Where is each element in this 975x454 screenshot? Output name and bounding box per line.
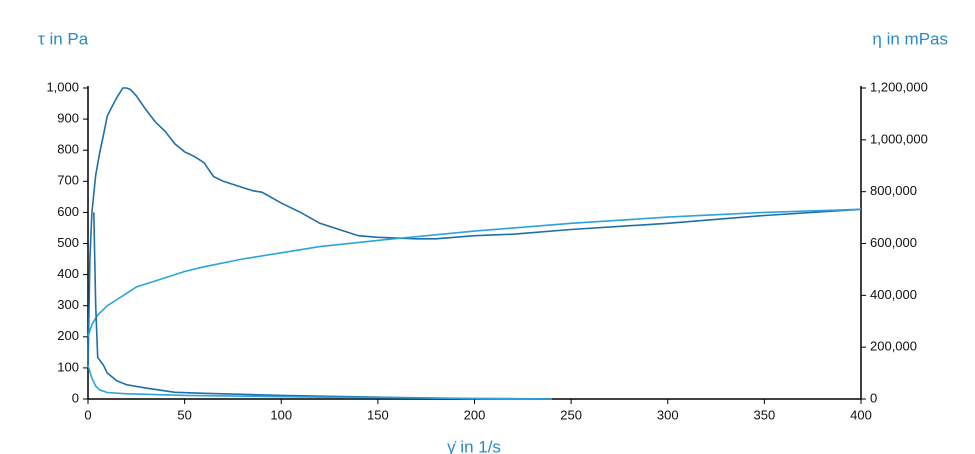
y-tick-label: 500	[57, 235, 79, 250]
data-line	[87, 365, 552, 400]
y-tick-label: 600	[57, 204, 79, 219]
y2-tick-label: 0	[870, 390, 877, 405]
x-tick-label: 250	[560, 407, 582, 422]
data-line	[87, 87, 862, 368]
y-tick-label: 300	[57, 297, 79, 312]
data-line	[93, 212, 552, 400]
y-tick-label: 800	[57, 142, 79, 157]
y-axis-title: τ in Pa	[38, 29, 89, 48]
y2-tick-label: 800,000	[870, 183, 917, 198]
x-tick-label: 50	[177, 407, 191, 422]
y-tick-label: 400	[57, 266, 79, 281]
y2-tick-label: 1,200,000	[870, 79, 928, 94]
y-tick-label: 1,000	[46, 79, 79, 94]
x-axis-title: γ̇ in 1/s	[447, 437, 501, 454]
y2-axis-title: η in mPas	[872, 29, 948, 48]
data-line	[87, 208, 862, 338]
y-tick-label: 700	[57, 173, 79, 188]
x-tick-label: 150	[367, 407, 389, 422]
x-tick-label: 350	[754, 407, 776, 422]
x-tick-label: 200	[464, 407, 486, 422]
y-tick-label: 0	[72, 390, 79, 405]
y2-tick-label: 200,000	[870, 339, 917, 354]
y2-tick-label: 1,000,000	[870, 131, 928, 146]
y-tick-label: 900	[57, 111, 79, 126]
y-tick-label: 100	[57, 359, 79, 374]
y2-tick-label: 400,000	[870, 287, 917, 302]
y-tick-label: 200	[57, 328, 79, 343]
x-tick-label: 400	[850, 407, 872, 422]
x-tick-label: 300	[657, 407, 679, 422]
x-tick-label: 100	[270, 407, 292, 422]
x-tick-label: 0	[84, 407, 91, 422]
y2-tick-label: 600,000	[870, 235, 917, 250]
